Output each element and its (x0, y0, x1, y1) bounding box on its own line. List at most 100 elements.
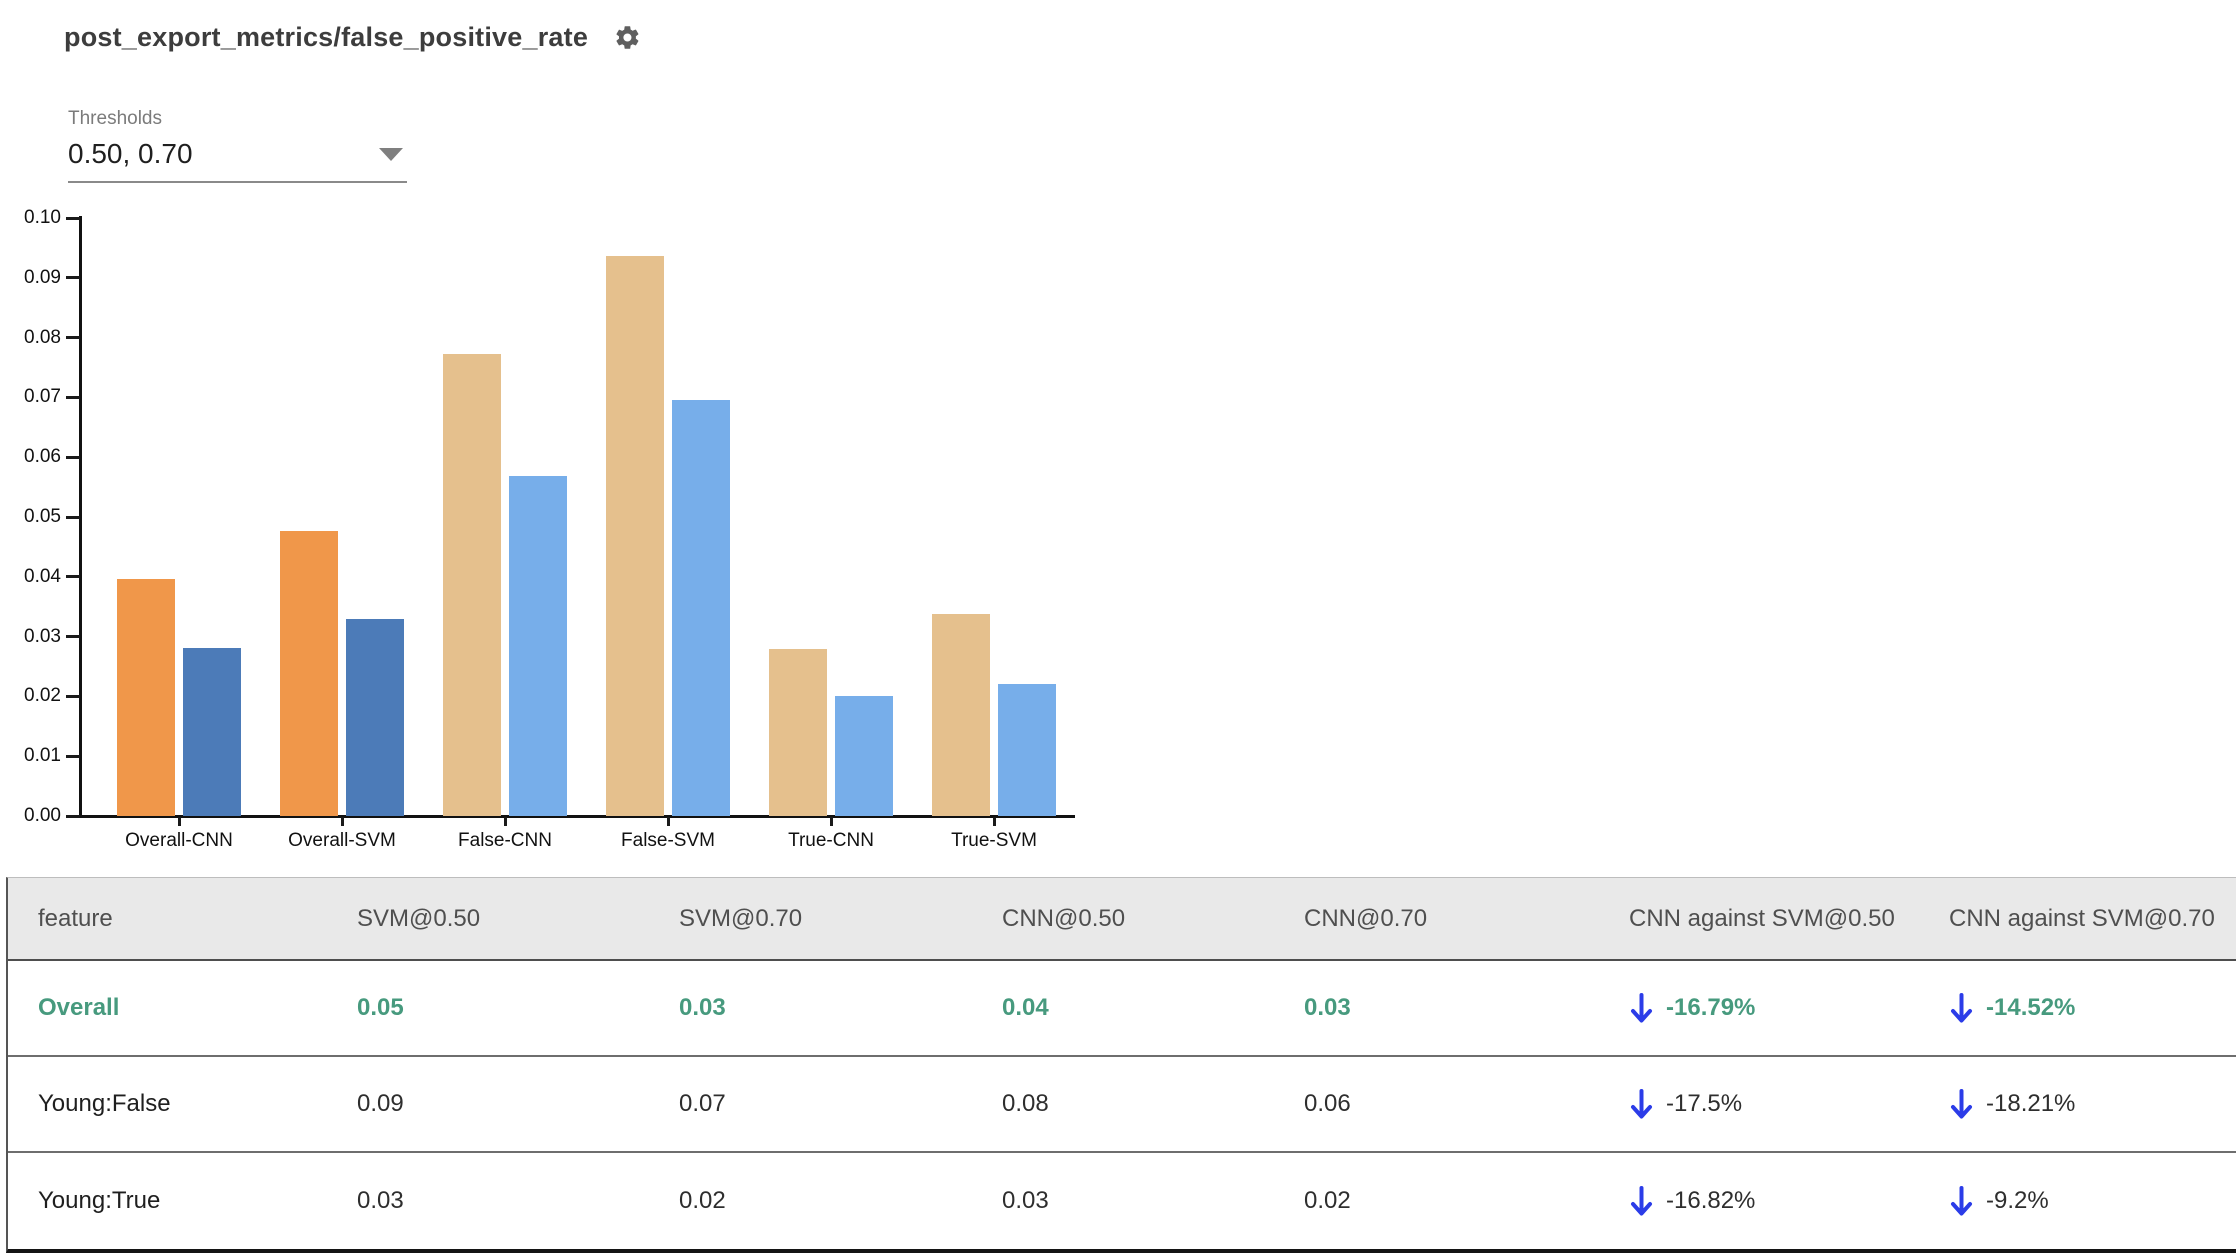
column-header-1: SVM@0.50 (357, 904, 481, 932)
x-axis-line (79, 815, 1075, 818)
metric-value-cell: 0.06 (1304, 1090, 1351, 1117)
metric-value-cell: 0.04 (1002, 994, 1049, 1021)
y-axis-tick-label: 0.00 (24, 805, 61, 826)
chart-bar-true-svm-t070[interactable] (998, 683, 1056, 816)
chart-bar-overall-svm-t050[interactable] (280, 530, 338, 816)
y-axis-tick-label: 0.08 (24, 326, 61, 348)
metrics-table: feature SVM@0.50 SVM@0.70 CNN@0.50 CNN@0.70 C… (6, 877, 2236, 1253)
arrow-down-icon (1951, 1185, 1972, 1215)
table-row-young-false[interactable]: Young:False 0.09 0.07 0.08 0.06 -17.5% -18.21% (8, 1057, 2236, 1153)
x-axis-tick (992, 817, 996, 826)
x-axis-category-label: Overall-CNN (125, 830, 233, 851)
y-axis-tick-label: 0.03 (24, 625, 61, 647)
gear-icon[interactable] (614, 24, 641, 51)
x-axis-tick (829, 817, 833, 826)
metric-title: post_export_metrics/false_positive_rate (64, 22, 589, 52)
delta-cell: -14.52% (1949, 992, 2236, 1025)
widget-header: post_export_metrics/false_positive_rate (64, 22, 641, 53)
feature-cell: Overall (38, 994, 120, 1021)
table-row-young-true[interactable]: Young:True 0.03 0.02 0.03 0.02 -16.82% -9.2% (8, 1153, 2236, 1249)
chart-bar-overall-cnn-t050[interactable] (117, 578, 175, 816)
delta-value: -16.82% (1666, 1187, 1756, 1214)
arrow-down-icon (1631, 992, 1652, 1022)
x-axis-category-label: True-CNN (788, 830, 874, 851)
x-axis-tick (177, 817, 181, 826)
y-axis-tick-label: 0.10 (24, 207, 61, 228)
feature-cell: Young:True (38, 1187, 161, 1214)
column-header-6: CNN against SVM@0.70 (1949, 904, 2215, 932)
y-axis-tick-label: 0.04 (24, 565, 61, 587)
x-axis-category-label: False-CNN (458, 830, 552, 851)
y-axis-tick (66, 575, 80, 579)
x-axis-category-label: Overall-SVM (288, 830, 396, 851)
y-axis-line (79, 216, 82, 818)
y-axis-tick (66, 635, 80, 639)
delta-value: -9.2% (1986, 1187, 2049, 1214)
delta-value: -14.52% (1986, 994, 2076, 1021)
chart-bar-false-cnn-t070[interactable] (509, 476, 567, 816)
y-axis-tick (66, 515, 80, 519)
column-header-3: CNN@0.50 (1002, 904, 1126, 932)
metric-value-cell: 0.03 (357, 1187, 404, 1214)
feature-cell: Young:False (38, 1090, 171, 1117)
delta-cell: -9.2% (1949, 1185, 2236, 1218)
column-header-feature: feature (38, 904, 113, 932)
delta-cell: -17.5% (1629, 1088, 1949, 1121)
chart-bar-true-cnn-t050[interactable] (769, 648, 827, 816)
y-axis-tick (66, 694, 80, 698)
metric-value-cell: 0.03 (679, 994, 726, 1021)
y-axis-tick (66, 814, 80, 818)
x-axis-category-label: True-SVM (951, 830, 1037, 851)
chevron-down-icon (379, 147, 403, 161)
false-positive-rate-bar-chart: 0.00 0.01 0.02 0.03 0.04 0.05 0.06 0.07 0.08 0.09… (24, 207, 1075, 851)
x-axis-category-label: False-SVM (621, 830, 715, 851)
x-axis-tick (503, 817, 507, 826)
metric-value-cell: 0.08 (1002, 1090, 1049, 1117)
y-axis-tick-label: 0.02 (24, 685, 61, 707)
delta-value: -16.79% (1666, 994, 1756, 1021)
chart-bar-true-svm-t050[interactable] (932, 614, 990, 816)
metric-value-cell: 0.05 (357, 994, 404, 1021)
chart-bar-true-cnn-t070[interactable] (835, 695, 893, 816)
y-axis-tick (66, 276, 80, 280)
y-axis-tick (66, 216, 80, 220)
y-axis-tick-label: 0.05 (24, 506, 61, 527)
y-axis-tick-label: 0.07 (24, 386, 61, 408)
metric-value-cell: 0.03 (1304, 994, 1351, 1021)
metric-value-cell: 0.09 (357, 1090, 404, 1117)
chart-bar-false-svm-t070[interactable] (672, 400, 730, 816)
table-row-overall[interactable]: Overall 0.05 0.03 0.04 0.03 -16.79% -14.52% (8, 961, 2236, 1057)
thresholds-select[interactable]: 0.50, 0.70 (68, 138, 407, 183)
column-header-4: CNN@0.70 (1304, 904, 1428, 932)
column-header-5: CNN against SVM@0.50 (1629, 904, 1895, 932)
arrow-down-icon (1631, 1185, 1652, 1215)
delta-cell: -18.21% (1949, 1088, 2236, 1121)
x-axis-tick (666, 817, 670, 826)
y-axis-tick-label: 0.01 (24, 745, 61, 767)
arrow-down-icon (1951, 1088, 1972, 1118)
delta-value: -17.5% (1666, 1090, 1743, 1117)
y-axis-tick (66, 754, 80, 758)
y-axis-tick (66, 336, 80, 340)
delta-cell: -16.82% (1629, 1185, 1949, 1218)
thresholds-label: Thresholds (68, 108, 162, 129)
delta-cell: -16.79% (1629, 992, 1949, 1025)
chart-bar-false-cnn-t050[interactable] (443, 353, 501, 816)
delta-value: -18.21% (1986, 1090, 2076, 1117)
y-axis-tick (66, 455, 80, 459)
chart-bar-overall-cnn-t070[interactable] (183, 647, 241, 816)
table-header-row: feature SVM@0.50 SVM@0.70 CNN@0.50 CNN@0.70 C… (8, 878, 2236, 961)
chart-bar-false-svm-t050[interactable] (606, 255, 664, 816)
arrow-down-icon (1951, 992, 1972, 1022)
column-header-2: SVM@0.70 (679, 904, 803, 932)
y-axis-tick (66, 395, 80, 399)
metric-value-cell: 0.02 (679, 1187, 726, 1214)
arrow-down-icon (1631, 1088, 1652, 1118)
thresholds-dropdown[interactable]: Thresholds 0.50, 0.70 (68, 108, 407, 183)
y-axis-tick-label: 0.09 (24, 266, 61, 288)
chart-bar-overall-svm-t070[interactable] (346, 619, 404, 816)
metric-value-cell: 0.03 (1002, 1187, 1049, 1214)
metric-value-cell: 0.02 (1304, 1187, 1351, 1214)
x-axis-tick (340, 817, 344, 826)
